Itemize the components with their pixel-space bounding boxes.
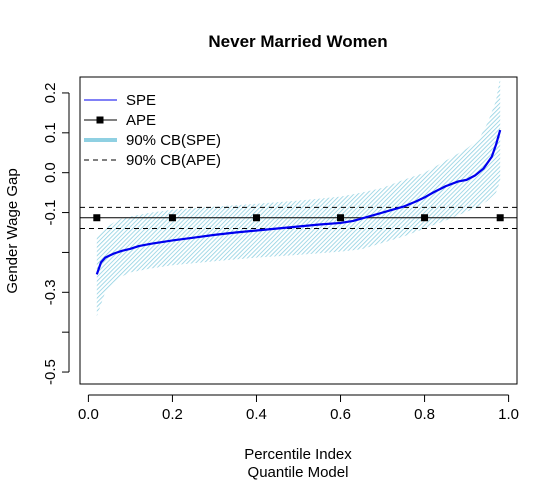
x-tick-label: 0.4: [246, 406, 267, 423]
spe-line: [95, 129, 502, 275]
ape-point: [421, 214, 429, 222]
plot-frame: [79, 76, 518, 385]
confidence-band-layer: [96, 77, 501, 317]
y-tick-label: 0.0: [42, 162, 59, 183]
ape-point: [252, 214, 260, 222]
y-tick-label: -0.5: [42, 359, 59, 385]
ape-point: [496, 214, 504, 222]
x-tick-label: 0.8: [414, 406, 435, 423]
lines-layer: [80, 129, 517, 275]
x-axis: 0.0 0.2 0.4 0.6 0.8 1.0: [78, 394, 519, 423]
legend-label-ape: APE: [126, 112, 156, 129]
x-axis-sublabel: Quantile Model: [248, 464, 349, 481]
x-tick-label: 0.0: [78, 406, 99, 423]
legend-label-spe: SPE: [126, 92, 156, 109]
ape-point: [93, 214, 101, 222]
y-tick-label: -0.3: [42, 279, 59, 305]
spe-confidence-band: [96, 77, 501, 317]
y-tick-label: 0.1: [42, 122, 59, 143]
y-axis-label: Gender Wage Gap: [4, 168, 21, 293]
x-tick-label: 0.2: [162, 406, 183, 423]
chart-title: Never Married Women: [208, 32, 387, 51]
legend: SPE APE 90% CB(SPE) 90% CB(APE): [84, 92, 221, 169]
ape-point: [337, 214, 345, 222]
x-tick-label: 0.6: [330, 406, 351, 423]
ape-point: [168, 214, 176, 222]
y-tick-label: 0.2: [42, 83, 59, 104]
y-axis: -0.5 -0.3 -0.1 0.0 0.1 0.2: [42, 83, 70, 385]
y-tick-label: -0.1: [42, 200, 59, 226]
x-axis-label: Percentile Index: [244, 446, 352, 463]
legend-label-cb-ape: 90% CB(APE): [126, 152, 221, 169]
x-tick-label: 1.0: [498, 406, 519, 423]
legend-swatch-ape-marker: [96, 116, 104, 124]
legend-label-cb-spe: 90% CB(SPE): [126, 132, 221, 149]
